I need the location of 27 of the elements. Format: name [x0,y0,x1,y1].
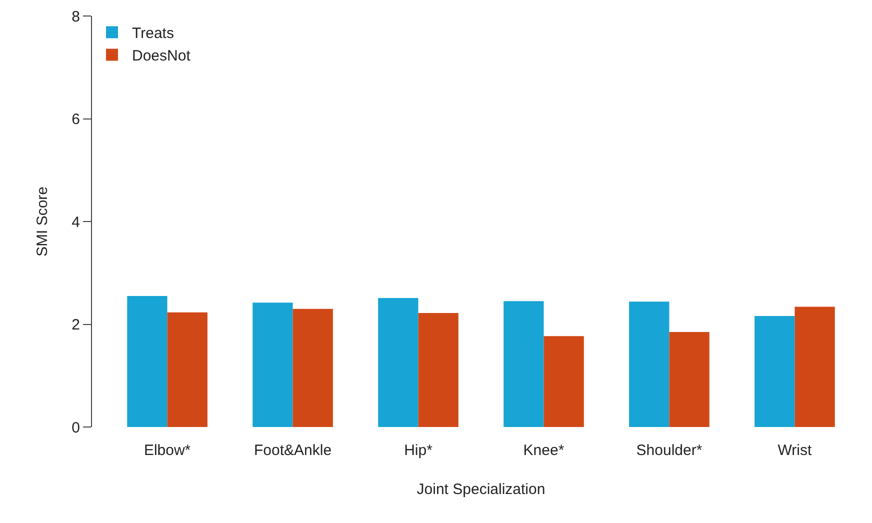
x-tick-label: Knee* [523,442,564,459]
legend-label: DoesNot [132,48,192,65]
x-axis-title: Joint Specialization [416,481,546,498]
legend-label: Treats [132,25,174,42]
bar [167,312,208,427]
bar [292,308,333,427]
x-tick-label: Hip* [404,442,433,459]
y-tick-label: 4 [72,214,80,231]
y-tick-label: 8 [72,8,80,26]
x-tick-label: Shoulder* [636,442,702,459]
y-tick-label: 6 [72,111,80,128]
y-axis-title: SMI Score [34,186,51,257]
bar [127,296,168,427]
bar [754,316,795,427]
bar [669,332,710,427]
x-tick-label: Wrist [778,442,812,459]
y-tick-label: 0 [72,419,80,436]
bar [629,302,670,427]
bar [504,301,544,427]
x-tick-label: Elbow* [144,442,191,459]
bar [418,312,458,427]
bar [378,298,418,427]
y-tick-label: 2 [72,316,80,334]
bar [544,336,584,427]
x-tick-label: Foot&Ankle [254,442,332,459]
bar [794,306,835,427]
bar [252,302,293,427]
